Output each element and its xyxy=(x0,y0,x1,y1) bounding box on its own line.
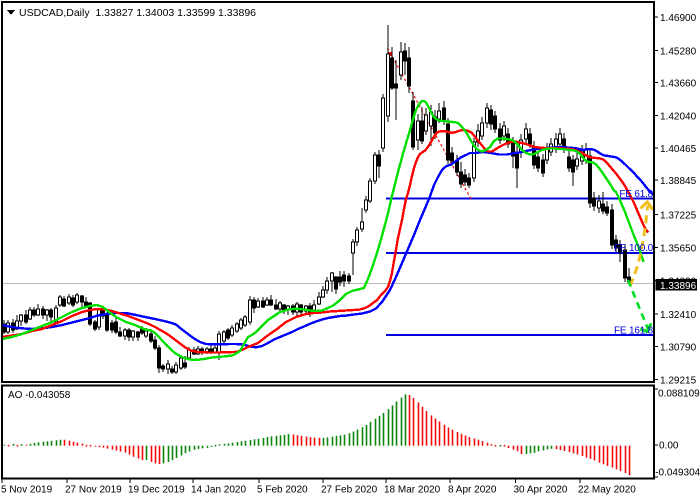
svg-text:USDCAD,Daily 1.33827 1.34003: USDCAD,Daily 1.33827 1.34003 1.33599 1.3… xyxy=(19,7,256,19)
svg-text:1.46900: 1.46900 xyxy=(660,13,697,24)
svg-text:1.43660: 1.43660 xyxy=(660,79,697,90)
svg-text:0.088109: 0.088109 xyxy=(658,389,700,400)
svg-text:-0.049304: -0.049304 xyxy=(655,468,700,479)
svg-text:5 Feb 2020: 5 Feb 2020 xyxy=(257,485,308,496)
svg-text:1.35650: 1.35650 xyxy=(660,243,697,254)
svg-text:14 Jan 2020: 14 Jan 2020 xyxy=(191,485,246,496)
svg-text:1.45280: 1.45280 xyxy=(660,47,697,58)
svg-text:FE 161.8: FE 161.8 xyxy=(614,326,654,337)
svg-text:FE 100.0: FE 100.0 xyxy=(614,243,654,254)
svg-text:30 Apr 2020: 30 Apr 2020 xyxy=(514,485,568,496)
svg-text:0.00: 0.00 xyxy=(659,440,679,451)
svg-text:1.33896: 1.33896 xyxy=(660,281,697,292)
svg-text:1.37225: 1.37225 xyxy=(660,210,697,221)
svg-text:1.32410: 1.32410 xyxy=(660,310,697,321)
svg-text:19 Dec 2019: 19 Dec 2019 xyxy=(128,485,185,496)
svg-text:1.38845: 1.38845 xyxy=(660,176,697,187)
svg-text:8 Apr 2020: 8 Apr 2020 xyxy=(448,485,497,496)
svg-text:27 Nov 2019: 27 Nov 2019 xyxy=(65,485,122,496)
svg-text:22 May 2020: 22 May 2020 xyxy=(578,485,636,496)
svg-text:1.30790: 1.30790 xyxy=(660,343,697,354)
svg-text:AO -0.043058: AO -0.043058 xyxy=(8,390,71,401)
svg-text:5 Nov 2019: 5 Nov 2019 xyxy=(1,485,53,496)
svg-text:FE 61.8: FE 61.8 xyxy=(619,189,653,200)
svg-text:1.29215: 1.29215 xyxy=(660,375,697,386)
svg-text:18 Mar 2020: 18 Mar 2020 xyxy=(384,485,441,496)
svg-text:27 Feb 2020: 27 Feb 2020 xyxy=(321,485,378,496)
svg-text:1.40465: 1.40465 xyxy=(660,144,697,155)
svg-text:1.42040: 1.42040 xyxy=(660,112,697,123)
